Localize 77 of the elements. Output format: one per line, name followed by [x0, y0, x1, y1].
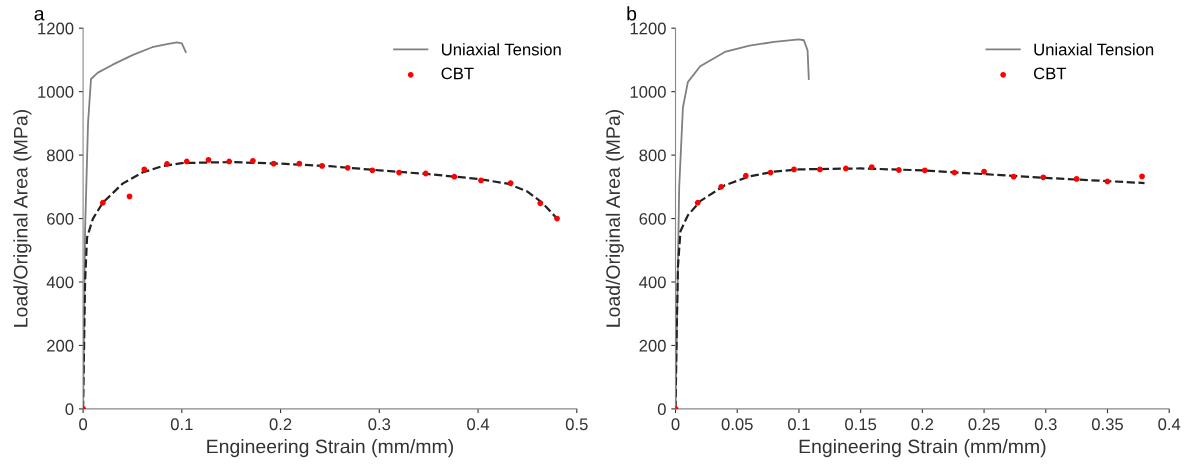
- x-axis-title: Engineering Strain (mm/mm): [799, 439, 1046, 458]
- point: [270, 160, 277, 167]
- point: [537, 200, 544, 207]
- legend-label: Uniaxial Tension: [1034, 43, 1154, 56]
- x-axis-title: Engineering Strain (mm/mm): [207, 439, 453, 458]
- x-tick-label: 0: [79, 418, 88, 431]
- point: [718, 183, 725, 190]
- point: [164, 161, 170, 167]
- point: [1040, 174, 1047, 181]
- x-tick-label: 0.4: [467, 418, 490, 431]
- x-tick-label: 0.35: [1091, 418, 1124, 431]
- y-tick-label: 800: [46, 149, 74, 162]
- point: [842, 165, 849, 172]
- y-tick-label: 0: [657, 403, 666, 416]
- x-tick-label: 0.1: [788, 418, 810, 431]
- y-axis-title: Load/Original Area (MPa): [605, 110, 624, 327]
- point: [451, 173, 458, 180]
- legend-label: CBT: [441, 67, 474, 80]
- point: [396, 169, 402, 176]
- point: [507, 180, 514, 186]
- point: [767, 169, 774, 176]
- point: [896, 167, 902, 173]
- y-tick-label: 0: [65, 403, 74, 416]
- x-tick-label: 0.2: [911, 418, 934, 431]
- y-tick-label: 400: [639, 276, 666, 289]
- point: [1073, 176, 1080, 182]
- chart-title: b: [627, 6, 637, 21]
- point: [126, 193, 133, 200]
- point: [1104, 178, 1111, 185]
- point: [742, 172, 749, 179]
- point: [694, 199, 701, 206]
- y-axis-title: Load/Original Area (MPa): [13, 110, 32, 327]
- point: [250, 157, 256, 164]
- y-tick-label: 200: [47, 339, 74, 352]
- y-tick-label: 600: [639, 212, 666, 225]
- point: [921, 167, 928, 174]
- y-tick-label: 200: [639, 339, 666, 352]
- x-tick-label: 0.25: [968, 418, 1000, 431]
- line-series: [675, 167, 1146, 409]
- point: [296, 160, 303, 167]
- point: [205, 156, 212, 163]
- x-tick-label: 0.05: [721, 418, 753, 431]
- point: [422, 170, 429, 177]
- x-tick-label: 0.2: [269, 418, 292, 431]
- x-tick-label: 0.15: [845, 418, 877, 431]
- y-tick-label: 400: [46, 276, 74, 289]
- point: [817, 166, 823, 173]
- x-tick-label: 0.5: [565, 418, 588, 431]
- y-tick-label: 600: [47, 212, 74, 225]
- y-tick-label: 800: [639, 149, 666, 162]
- y-tick-label: 1200: [38, 22, 74, 35]
- legend-label: Uniaxial Tension: [442, 43, 561, 56]
- point: [1010, 173, 1017, 180]
- point: [344, 164, 351, 171]
- x-tick-label: 0.3: [1034, 418, 1057, 431]
- point: [791, 166, 797, 173]
- point: [981, 168, 987, 175]
- point: [868, 164, 875, 171]
- point: [369, 167, 376, 174]
- y-tick-label: 1000: [630, 86, 666, 98]
- point: [478, 177, 484, 184]
- point: [183, 158, 190, 165]
- point: [99, 199, 106, 206]
- point: [226, 158, 233, 165]
- x-tick-label: 0.4: [1158, 418, 1181, 431]
- point: [951, 169, 958, 176]
- point: [1139, 173, 1145, 180]
- x-tick-label: 0.3: [368, 418, 391, 431]
- y-tick-label: 1000: [38, 86, 74, 98]
- point: [141, 166, 148, 173]
- legend-label: CBT: [1033, 67, 1067, 80]
- x-tick-label: 0: [671, 418, 680, 431]
- x-tick-label: 0.1: [170, 418, 193, 431]
- y-tick-label: 1200: [630, 22, 666, 35]
- point: [319, 162, 325, 169]
- chart-title: a: [34, 9, 45, 21]
- point: [554, 215, 560, 222]
